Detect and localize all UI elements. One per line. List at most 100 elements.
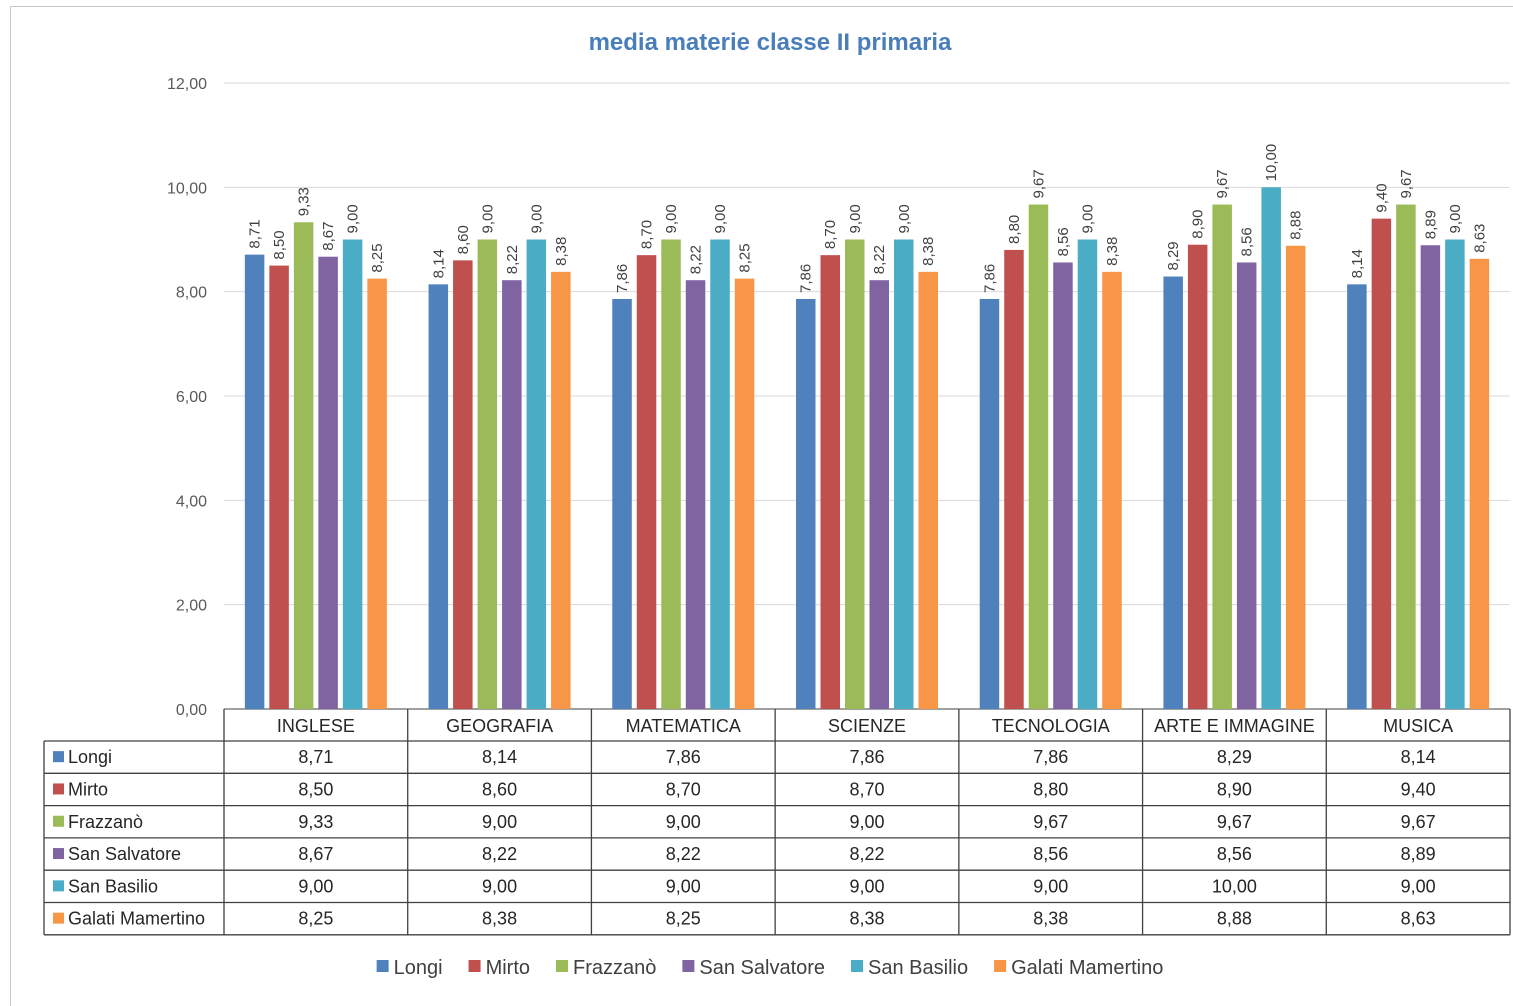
table-cell: 9,00 bbox=[666, 876, 701, 896]
data-label: 8,38 bbox=[920, 237, 937, 266]
data-label: 8,80 bbox=[1006, 215, 1023, 244]
bar bbox=[612, 298, 632, 709]
y-tick-label: 4,00 bbox=[176, 493, 207, 510]
chart-title: media materie classe II primaria bbox=[589, 29, 953, 56]
legend-swatch bbox=[376, 960, 389, 972]
table-header-cell: MATEMATICA bbox=[626, 716, 741, 736]
legend-swatch bbox=[994, 960, 1007, 972]
table-cell: 8,25 bbox=[666, 909, 701, 929]
bar bbox=[1004, 249, 1024, 709]
bar bbox=[318, 256, 338, 709]
table-row-swatch bbox=[53, 783, 64, 795]
table-cell: 9,00 bbox=[666, 812, 701, 832]
table-header-cell: TECNOLOGIA bbox=[992, 716, 1110, 736]
table-header-cell: MUSICA bbox=[1383, 716, 1453, 736]
data-label: 8,90 bbox=[1190, 210, 1207, 239]
table-cell: 9,00 bbox=[849, 812, 884, 832]
y-tick-label: 8,00 bbox=[176, 285, 207, 302]
table-row-swatch bbox=[53, 751, 64, 763]
legend-items: Longi Mirto Frazzanò San Salvatore San Basil… bbox=[376, 957, 1163, 979]
bar bbox=[428, 284, 449, 709]
table-cell: 9,00 bbox=[482, 876, 517, 896]
data-label: 8,56 bbox=[1055, 227, 1072, 256]
bar bbox=[894, 239, 914, 709]
data-label: 9,00 bbox=[1079, 204, 1096, 233]
data-label: 8,56 bbox=[1239, 227, 1256, 256]
data-label: 9,00 bbox=[847, 204, 864, 233]
table-cell: 8,60 bbox=[482, 779, 517, 799]
bar bbox=[1469, 258, 1490, 709]
data-label: 9,00 bbox=[528, 204, 545, 233]
legend-swatch bbox=[556, 960, 569, 972]
table-cell: 8,22 bbox=[482, 844, 517, 864]
table-cell: 8,89 bbox=[1401, 844, 1436, 864]
data-label: 9,00 bbox=[712, 204, 729, 233]
table-cell: 9,33 bbox=[298, 812, 333, 832]
table-row-swatch bbox=[53, 815, 64, 827]
legend-swatch bbox=[851, 960, 864, 972]
data-label: 8,88 bbox=[1288, 211, 1305, 240]
bar bbox=[1102, 271, 1122, 709]
data-label: 8,29 bbox=[1165, 241, 1182, 270]
data-label: 9,67 bbox=[1214, 169, 1231, 198]
data-label: 8,38 bbox=[1104, 237, 1121, 266]
table-cell: 8,14 bbox=[482, 747, 517, 767]
table-header-cell: INGLESE bbox=[277, 716, 355, 736]
bar bbox=[1396, 204, 1416, 709]
table-cell: 8,38 bbox=[482, 909, 517, 929]
table-cell: 9,00 bbox=[849, 876, 884, 896]
bar bbox=[710, 239, 730, 709]
table-cell: 9,00 bbox=[298, 876, 333, 896]
bar bbox=[1028, 204, 1049, 709]
data-label: 8,22 bbox=[688, 245, 705, 274]
bar bbox=[820, 255, 840, 709]
data-label: 8,67 bbox=[320, 222, 337, 251]
data-label: 8,71 bbox=[247, 219, 264, 248]
table-cell: 9,00 bbox=[482, 812, 517, 832]
table-cell: 7,86 bbox=[666, 747, 701, 767]
data-label: 8,70 bbox=[639, 220, 656, 249]
table-cell: 8,63 bbox=[1401, 909, 1436, 929]
table-cell: 9,67 bbox=[1033, 812, 1068, 832]
y-tick-label: 0,00 bbox=[176, 702, 207, 719]
table-cell: 8,22 bbox=[666, 844, 701, 864]
bar bbox=[526, 239, 547, 709]
data-label: 8,25 bbox=[737, 243, 754, 272]
bar bbox=[869, 280, 889, 709]
table-row-label: Longi bbox=[68, 747, 112, 767]
data-label: 9,00 bbox=[479, 204, 496, 233]
table-cell: 8,70 bbox=[849, 779, 884, 799]
chart-frame bbox=[10, 6, 1513, 1006]
table-cell: 8,88 bbox=[1217, 909, 1252, 929]
table-row-swatch bbox=[53, 880, 64, 892]
data-label: 9,00 bbox=[663, 204, 680, 233]
table-cell: 9,67 bbox=[1401, 812, 1436, 832]
data-label: 9,33 bbox=[296, 187, 313, 216]
bar bbox=[979, 298, 1000, 709]
bar bbox=[685, 280, 706, 709]
bar bbox=[636, 255, 657, 709]
bar bbox=[1163, 276, 1183, 709]
table-row-label: Galati Mamertino bbox=[68, 909, 205, 929]
bar bbox=[1285, 245, 1306, 709]
table-cell: 9,00 bbox=[1401, 876, 1436, 896]
data-label: 8,14 bbox=[430, 249, 447, 278]
data-label: 8,50 bbox=[271, 230, 288, 259]
data-label: 7,86 bbox=[798, 264, 815, 293]
table-header-cell: SCIENZE bbox=[828, 716, 906, 736]
bar bbox=[502, 280, 522, 709]
data-label: 7,86 bbox=[981, 264, 998, 293]
table-cell: 8,14 bbox=[1401, 747, 1436, 767]
legend-label: San Basilio bbox=[868, 957, 968, 979]
table-cell: 8,67 bbox=[298, 844, 333, 864]
data-label: 8,25 bbox=[369, 243, 386, 272]
table-cell: 8,22 bbox=[849, 844, 884, 864]
legend-label: San Salvatore bbox=[699, 957, 825, 979]
table-row-label: San Salvatore bbox=[68, 844, 181, 864]
bar bbox=[269, 265, 289, 709]
bar bbox=[1187, 244, 1208, 709]
bar bbox=[1077, 239, 1098, 709]
table-header-cell: ARTE E IMMAGINE bbox=[1154, 716, 1315, 736]
table-cell: 8,25 bbox=[298, 909, 333, 929]
legend-swatch bbox=[682, 960, 695, 972]
